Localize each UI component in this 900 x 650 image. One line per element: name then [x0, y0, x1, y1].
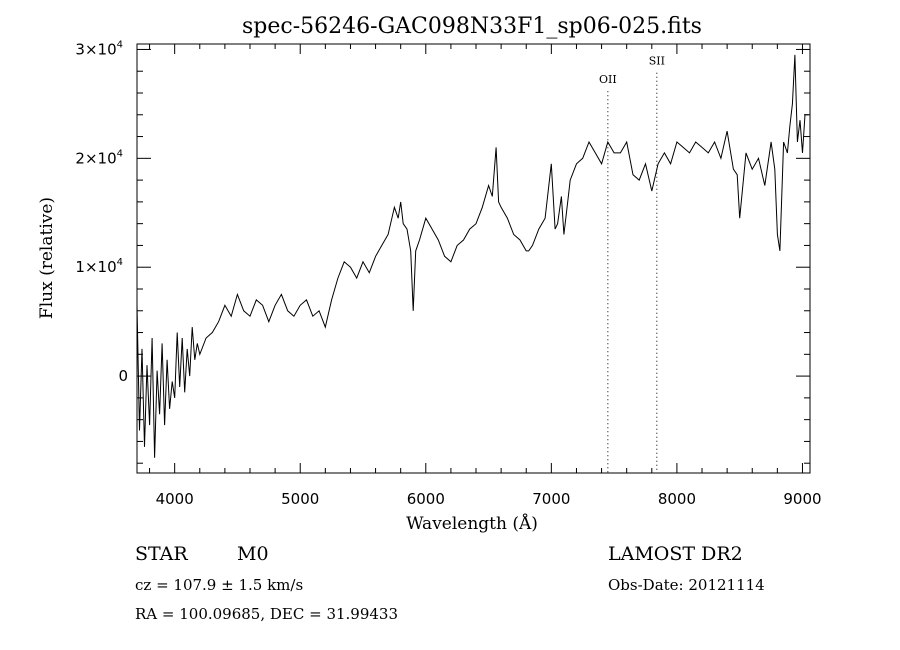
- chart-title: spec-56246-GAC098N33F1_sp06-025.fits: [242, 14, 702, 39]
- spectrum-info: STAR M0 cz = 107.9 ± 1.5 km/s RA = 100.0…: [135, 543, 765, 623]
- line-markers: OII SII: [599, 55, 665, 473]
- spectrum-line: [136, 54, 809, 458]
- object-subclass: M0: [237, 543, 269, 565]
- x-tick-label: 9000: [783, 490, 821, 508]
- line-marker-label: SII: [649, 55, 665, 68]
- x-axis-ticks: 4000 5000 6000 7000 8000 9000: [149, 44, 822, 508]
- y-tick-label: 1×104: [75, 257, 123, 276]
- x-tick-label: 4000: [156, 490, 194, 508]
- x-tick-label: 5000: [281, 490, 319, 508]
- x-tick-label: 8000: [658, 490, 696, 508]
- plot-area: 4000 5000 6000 7000 8000 9000 0 1×104 2×104 3×10…: [75, 39, 821, 508]
- x-tick-label: 6000: [407, 490, 445, 508]
- survey-name: LAMOST DR2: [608, 543, 743, 565]
- line-marker-label: OII: [599, 73, 617, 86]
- object-class: STAR: [135, 543, 188, 565]
- coordinates: RA = 100.09685, DEC = 31.99433: [135, 605, 398, 623]
- x-axis-label: Wavelength (Å): [406, 513, 538, 534]
- y-tick-label: 3×104: [75, 39, 123, 58]
- y-tick-label: 0: [118, 367, 128, 385]
- redshift-value: cz = 107.9 ± 1.5 km/s: [135, 576, 303, 594]
- y-axis-ticks: 0 1×104 2×104 3×104: [75, 39, 810, 464]
- plot-frame: [136, 43, 811, 474]
- observation-date: Obs-Date: 20121114: [608, 576, 765, 594]
- y-axis-label: Flux (relative): [37, 197, 57, 319]
- x-tick-label: 7000: [532, 490, 570, 508]
- y-tick-label: 2×104: [75, 148, 123, 167]
